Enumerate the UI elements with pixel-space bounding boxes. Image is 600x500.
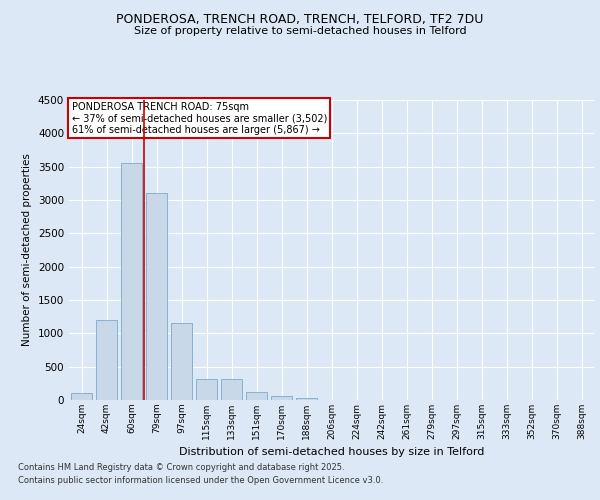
Bar: [121, 164, 142, 400]
Text: PONDEROSA TRENCH ROAD: 75sqm
← 37% of semi-detached houses are smaller (3,502)
6: PONDEROSA TRENCH ROAD: 75sqm ← 37% of se…: [71, 102, 327, 134]
Text: Size of property relative to semi-detached houses in Telford: Size of property relative to semi-detach…: [134, 26, 466, 36]
Text: Contains HM Land Registry data © Crown copyright and database right 2025.: Contains HM Land Registry data © Crown c…: [18, 464, 344, 472]
Bar: [221, 380, 242, 400]
Y-axis label: Number of semi-detached properties: Number of semi-detached properties: [22, 154, 32, 346]
Text: Contains public sector information licensed under the Open Government Licence v3: Contains public sector information licen…: [18, 476, 383, 485]
Text: PONDEROSA, TRENCH ROAD, TRENCH, TELFORD, TF2 7DU: PONDEROSA, TRENCH ROAD, TRENCH, TELFORD,…: [116, 12, 484, 26]
X-axis label: Distribution of semi-detached houses by size in Telford: Distribution of semi-detached houses by …: [179, 448, 484, 458]
Bar: [171, 324, 192, 400]
Bar: [96, 320, 117, 400]
Bar: [271, 396, 292, 400]
Bar: [296, 398, 317, 400]
Bar: [146, 194, 167, 400]
Bar: [196, 380, 217, 400]
Bar: [246, 392, 267, 400]
Bar: [71, 394, 92, 400]
